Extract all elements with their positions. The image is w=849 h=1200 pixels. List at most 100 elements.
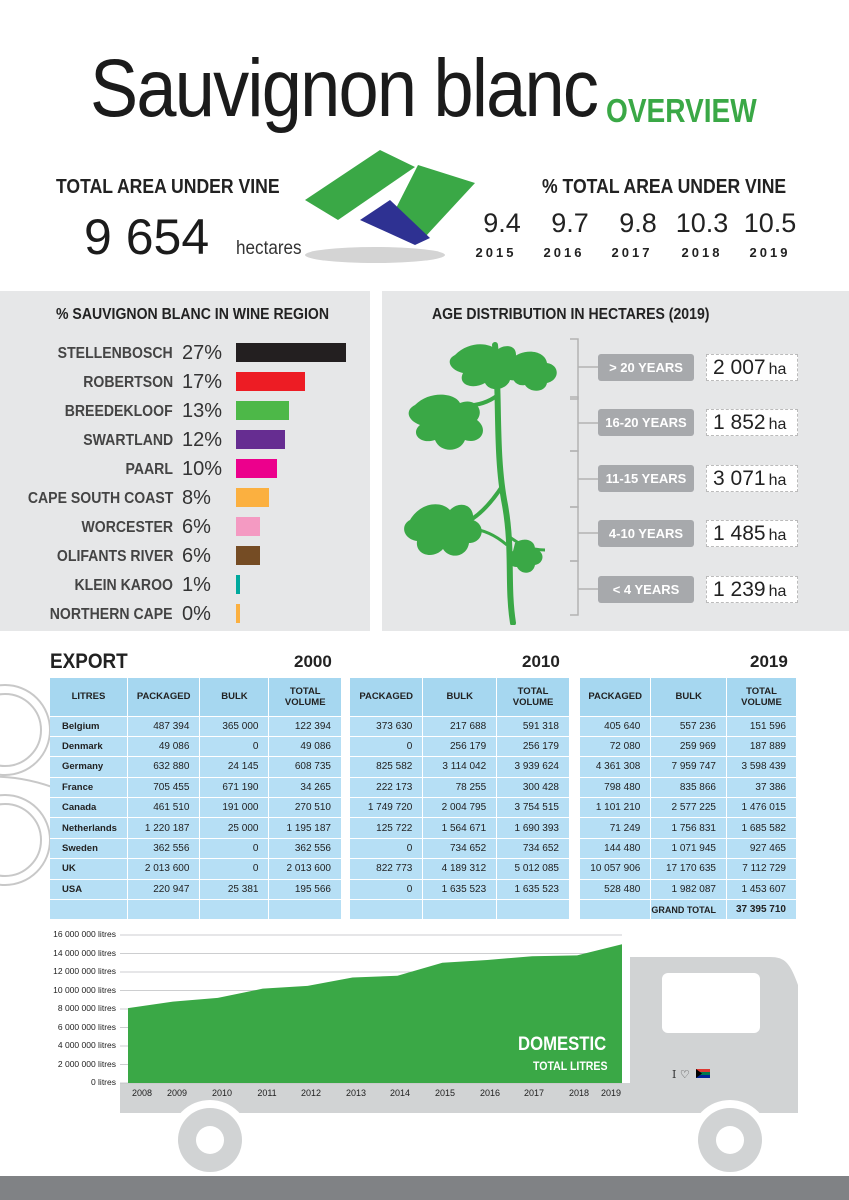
- x-tick-label: 2011: [257, 1088, 277, 1098]
- table-row: USA 220 947 25 381 195 566: [50, 879, 342, 901]
- region-name: PAARL: [125, 461, 173, 478]
- sa-flag-icon: [696, 1069, 710, 1078]
- region-name: KLEIN KAROO: [74, 577, 173, 594]
- table-cell: 220 947: [127, 879, 201, 901]
- pct-year-2015: 2015: [475, 245, 517, 260]
- age-panel: [382, 291, 849, 631]
- country-name: France: [50, 777, 128, 799]
- region-bar: [236, 372, 306, 391]
- table-cell: 4 189 312: [422, 858, 498, 880]
- table-cell: 71 249: [580, 817, 652, 839]
- table-cell: 187 889: [726, 736, 797, 758]
- table-cell: 591 318: [496, 716, 570, 737]
- table-cell: 3 598 439: [726, 756, 797, 778]
- table-cell: 1 564 671: [422, 817, 498, 839]
- table-cell: 0: [350, 838, 424, 860]
- region-bar: [236, 488, 269, 507]
- table-cell: 2 577 225: [650, 797, 727, 819]
- x-tick-label: 2012: [300, 1088, 322, 1098]
- table-cell: 1 756 831: [650, 817, 727, 839]
- region-panel-title: % SAUVIGNON BLANC IN WINE REGION: [56, 306, 330, 323]
- table-cell: 144 480: [580, 838, 652, 860]
- y-tick-label: 12 000 000 litres: [53, 966, 116, 976]
- region-pct: 6%: [182, 516, 211, 538]
- table-row: 0 256 179 256 179: [350, 736, 570, 758]
- domestic-chart-subtitle: TOTAL LITRES: [533, 1059, 608, 1073]
- table-cell: 7 112 729: [726, 858, 797, 880]
- domestic-chart: [120, 934, 622, 1084]
- region-pct: 6%: [182, 545, 211, 567]
- col-header-bulk: BULK: [422, 678, 498, 717]
- country-name: Germany: [50, 756, 128, 778]
- table-cell: 671 190: [199, 777, 270, 799]
- col-header-bulk: BULK: [199, 678, 270, 717]
- region-pct: 17%: [182, 371, 223, 393]
- table-row: Netherlands 1 220 187 25 000 1 195 187: [50, 817, 342, 839]
- table-cell: 822 773: [350, 858, 424, 880]
- table-cell: 49 086: [127, 736, 201, 758]
- x-tick-label: 2013: [345, 1088, 367, 1098]
- table-cell: 2 013 600: [268, 858, 342, 880]
- export-title: EXPORT: [50, 650, 128, 673]
- vine-branch-icon: [404, 342, 557, 625]
- table-cell: 825 582: [350, 756, 424, 778]
- table-row: 10 057 906 17 170 635 7 112 729: [580, 858, 797, 880]
- table-cell: 300 428: [496, 777, 570, 799]
- table-cell: 1 635 523: [496, 879, 570, 901]
- total-area-unit: hectares: [236, 238, 302, 259]
- table-cell: 17 170 635: [650, 858, 727, 880]
- grand-total-value: 37 395 710: [726, 899, 797, 921]
- y-tick-label: 2 000 000 litres: [57, 1058, 116, 1069]
- age-value-16-20: 1 852 ha: [706, 409, 798, 436]
- table-cell: [422, 899, 498, 921]
- region-name: WORCESTER: [81, 519, 173, 536]
- table-row: 222 173 78 255 300 428: [350, 777, 570, 799]
- table-cell: [580, 899, 652, 921]
- pct-year-2019: 2019: [749, 245, 791, 260]
- table-cell: 122 394: [268, 716, 342, 737]
- table-cell: 25 381: [199, 879, 270, 901]
- table-cell: 222 173: [350, 777, 424, 799]
- table-cell: 798 480: [580, 777, 652, 799]
- region-name: NORTHERN CAPE: [50, 606, 173, 623]
- col-header-packaged: PACKAGED: [580, 678, 652, 717]
- table-row: 373 630 217 688 591 318: [350, 716, 570, 737]
- region-bar: [236, 459, 277, 478]
- table-cell: 256 179: [422, 736, 498, 758]
- region-pct: 1%: [182, 574, 211, 596]
- table-cell: 362 556: [127, 838, 201, 860]
- table-row: Canada 461 510 191 000 270 510: [50, 797, 342, 819]
- table-cell: [127, 899, 201, 921]
- pct-year-2017: 2017: [611, 245, 653, 260]
- pct-year-2018: 2018: [681, 245, 723, 260]
- table-cell: 191 000: [199, 797, 270, 819]
- pct-year-2016: 2016: [543, 245, 585, 260]
- table-row: 1 101 210 2 577 225 1 476 015: [580, 797, 797, 819]
- table-row: France 705 455 671 190 34 265: [50, 777, 342, 799]
- table-cell: 1 690 393: [496, 817, 570, 839]
- age-label-under-4: < 4 YEARS: [598, 576, 694, 603]
- y-tick-label: 6 000 000 litres: [57, 1021, 116, 1032]
- country-name: Netherlands: [50, 817, 128, 839]
- table-cell: 1 101 210: [580, 797, 652, 819]
- x-tick-label: 2018: [568, 1088, 590, 1098]
- table-row: Germany 632 880 24 145 608 735: [50, 756, 342, 778]
- table-row: 405 640 557 236 151 596: [580, 716, 797, 737]
- total-area-value: 9 654: [84, 209, 210, 265]
- age-label-11-15: 11-15 YEARS: [598, 465, 694, 492]
- table-cell: 362 556: [268, 838, 342, 860]
- table-cell: [268, 899, 342, 921]
- region-pct: 13%: [182, 400, 223, 422]
- age-value-11-15: 3 071 ha: [706, 465, 798, 492]
- table-cell: 2 013 600: [127, 858, 201, 880]
- table-cell: 461 510: [127, 797, 201, 819]
- table-cell: 632 880: [127, 756, 201, 778]
- table-cell: 373 630: [350, 716, 424, 737]
- pct-value-2017: 9.8: [619, 208, 657, 238]
- table-cell: 734 652: [496, 838, 570, 860]
- table-row: 822 773 4 189 312 5 012 085: [350, 858, 570, 880]
- table-cell: 3 754 515: [496, 797, 570, 819]
- col-header-total: TOTAL VOLUME: [726, 678, 797, 717]
- table-cell: 487 394: [127, 716, 201, 737]
